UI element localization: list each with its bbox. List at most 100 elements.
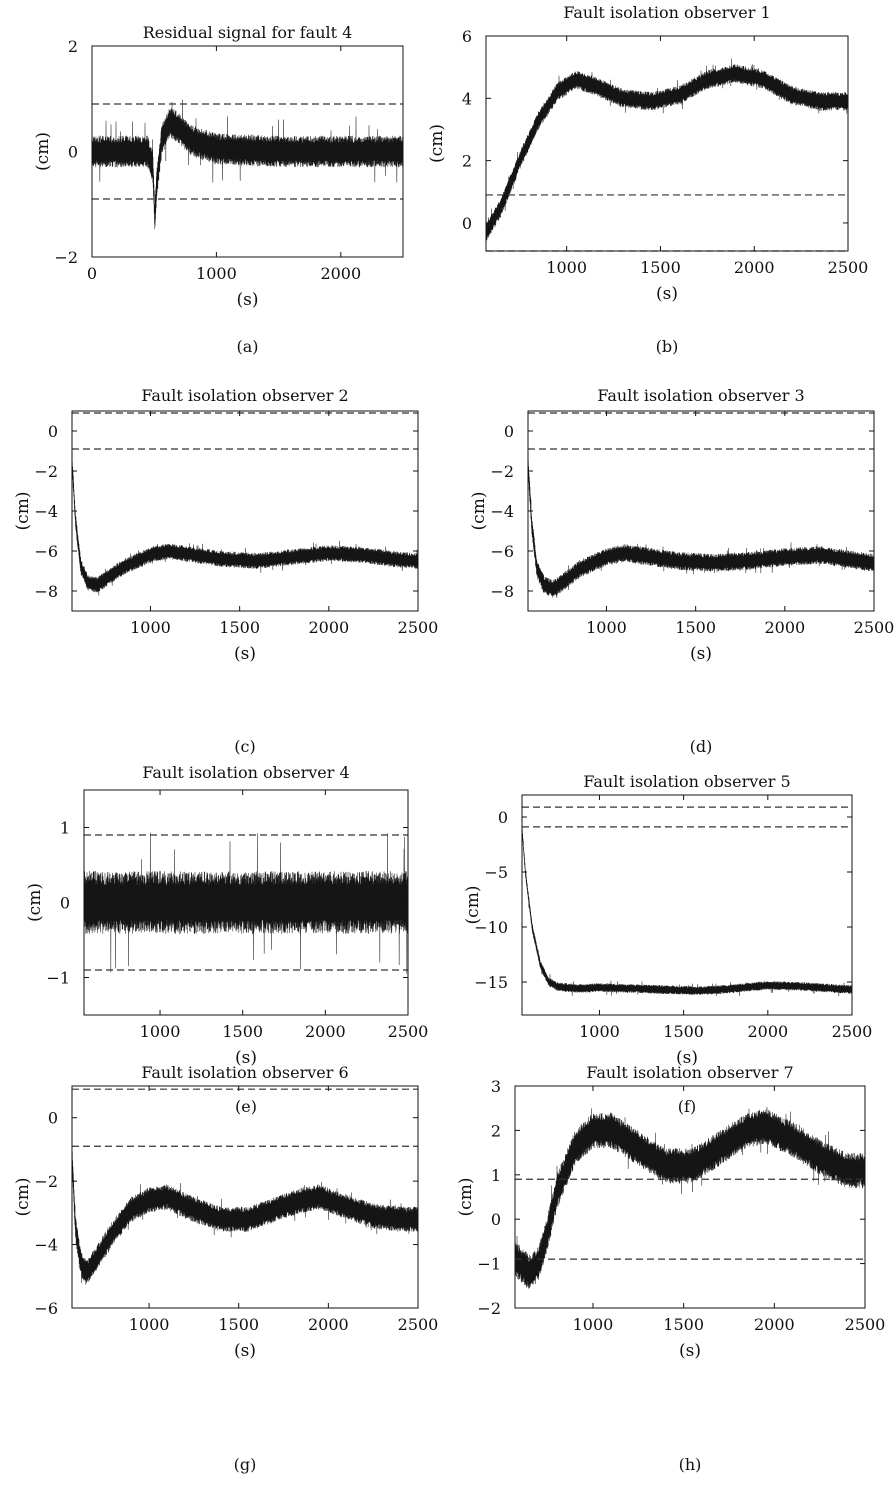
series-line <box>522 824 852 996</box>
x-axis-label: (s) <box>234 1341 256 1361</box>
y-tick-label: 0 <box>498 808 508 827</box>
panel-label: (f) <box>678 1097 696 1116</box>
panel-label: (h) <box>679 1455 702 1474</box>
y-tick-label: 0 <box>48 1109 58 1128</box>
x-tick-label: 2500 <box>398 1315 439 1334</box>
plot-frame <box>485 35 849 252</box>
x-tick-label: 1500 <box>218 1315 259 1334</box>
panel-e: 1000 1500 2000 2500 −1 0 1 Fault isolation obse… <box>25 763 428 1116</box>
y-tick-label: 0 <box>504 422 514 441</box>
x-tick-label: 1500 <box>675 618 716 637</box>
y-tick-label: 1 <box>60 819 70 838</box>
y-tick-label: −6 <box>490 542 514 561</box>
y-tick-label: −4 <box>34 502 58 521</box>
chart-title: Residual signal for fault 4 <box>143 23 353 42</box>
y-tick-label: 2 <box>491 1121 501 1140</box>
y-axis-label: (cm) <box>25 883 45 922</box>
x-axis-label: (s) <box>235 1048 257 1068</box>
panel-f: 1000 1500 2000 2500 −15 −10 −5 0 Fault isolation… <box>463 772 872 1116</box>
y-axis-label: (cm) <box>469 492 489 531</box>
y-tick-label: 6 <box>462 27 472 46</box>
x-tick-label: 1500 <box>219 618 260 637</box>
x-axis-label: (s) <box>679 1341 701 1361</box>
series-line <box>528 452 874 598</box>
x-tick-label: 1500 <box>663 1022 704 1041</box>
x-axis-label: (s) <box>237 290 259 310</box>
y-axis-label: (cm) <box>456 1178 476 1217</box>
y-tick-label: −5 <box>484 863 508 882</box>
y-tick-label: −1 <box>46 969 70 988</box>
y-tick-label: 0 <box>48 422 58 441</box>
plot-frame <box>71 1085 419 1309</box>
y-tick-label: −15 <box>474 973 508 992</box>
panel-label: (g) <box>234 1455 257 1474</box>
x-tick-label: 1000 <box>546 258 587 277</box>
chart-title: Fault isolation observer 5 <box>583 772 790 791</box>
x-axis-label: (s) <box>234 644 256 664</box>
x-tick-label: 1000 <box>586 618 627 637</box>
x-tick-label: 2500 <box>845 1315 886 1334</box>
chart-title: Fault isolation observer 7 <box>586 1063 793 1082</box>
panel-label: (c) <box>234 737 255 756</box>
series-line <box>84 832 408 974</box>
series-line <box>515 1106 865 1289</box>
y-tick-label: 3 <box>491 1077 501 1096</box>
y-tick-label: −6 <box>34 542 58 561</box>
y-tick-label: −4 <box>34 1236 58 1255</box>
y-tick-label: −2 <box>54 248 78 267</box>
panel-b: 1000 1500 2000 2500 0 2 4 6 Fault isolation obse… <box>427 3 868 356</box>
chart-title: Fault isolation observer 6 <box>141 1063 348 1082</box>
y-tick-label: −10 <box>474 918 508 937</box>
x-tick-label: 1000 <box>573 1315 614 1334</box>
y-tick-label: 1 <box>491 1166 501 1185</box>
x-tick-label: 1500 <box>222 1022 263 1041</box>
panel-label: (d) <box>690 737 713 756</box>
x-tick-label: 2500 <box>854 618 895 637</box>
x-tick-label: 2000 <box>747 1022 788 1041</box>
y-tick-label: 2 <box>68 37 78 56</box>
x-tick-label: 1000 <box>140 1022 181 1041</box>
x-tick-label: 0 <box>87 264 97 283</box>
x-tick-label: 2000 <box>308 1315 349 1334</box>
x-tick-label: 1500 <box>640 258 681 277</box>
y-tick-label: 0 <box>462 214 472 233</box>
x-tick-label: 2000 <box>305 1022 346 1041</box>
x-tick-label: 2000 <box>764 618 805 637</box>
x-tick-label: 2500 <box>832 1022 873 1041</box>
chart-title: Fault isolation observer 2 <box>141 386 348 405</box>
panel-d: 1000 1500 2000 2500 −8 −6 −4 −2 0 Fault isolation… <box>469 386 894 756</box>
y-axis-label: (cm) <box>33 132 53 171</box>
panel-c: 1000 1500 2000 2500 −8 −6 −4 −2 0 Fault isolation… <box>13 386 438 756</box>
x-axis-label: (s) <box>656 284 678 304</box>
y-tick-label: 0 <box>60 894 70 913</box>
y-axis-label: (cm) <box>13 1178 33 1217</box>
panel-label: (a) <box>236 337 258 356</box>
y-tick-label: 4 <box>462 89 472 108</box>
chart-title: Fault isolation observer 1 <box>563 3 770 22</box>
chart-title: Fault isolation observer 3 <box>597 386 804 405</box>
panel-h: 1000 1500 2000 2500 −2 −1 0 1 2 3 Fault isolation … <box>456 1063 885 1474</box>
y-tick-label: −4 <box>490 502 514 521</box>
panel-label: (e) <box>235 1097 257 1116</box>
y-tick-label: 0 <box>68 143 78 162</box>
x-tick-label: 2500 <box>388 1022 429 1041</box>
y-axis-label: (cm) <box>13 492 33 531</box>
y-axis-label: (cm) <box>463 886 483 925</box>
x-tick-label: 2000 <box>734 258 775 277</box>
panel-label: (b) <box>656 337 679 356</box>
plot-frame <box>71 410 419 612</box>
panel-a: 0 1000 2000 −2 0 2 Residual signal for fault 4… <box>33 23 404 356</box>
series-line <box>92 99 403 230</box>
x-tick-label: 2500 <box>398 618 439 637</box>
plot-frame <box>514 1085 866 1309</box>
y-tick-label: −2 <box>490 462 514 481</box>
x-tick-label: 1000 <box>130 618 171 637</box>
y-tick-label: −2 <box>477 1299 501 1318</box>
y-tick-label: −2 <box>34 1172 58 1191</box>
x-tick-label: 2000 <box>320 264 361 283</box>
y-tick-label: −8 <box>490 582 514 601</box>
y-axis-label: (cm) <box>427 124 447 163</box>
series-line <box>72 1143 418 1285</box>
plot-frame <box>521 794 853 1016</box>
